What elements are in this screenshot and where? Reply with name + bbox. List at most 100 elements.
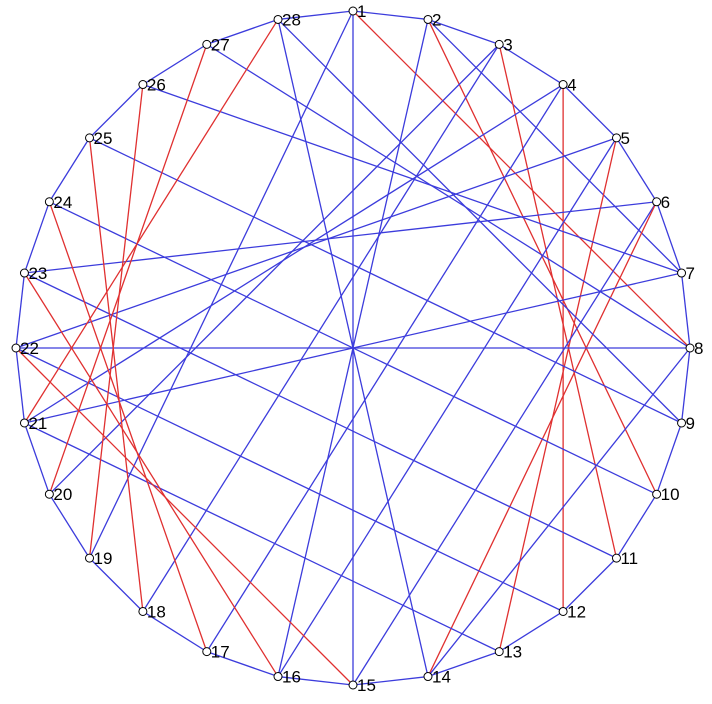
node-13: 13: [494, 643, 522, 662]
node-marker: [19, 418, 29, 428]
node-marker: [348, 6, 358, 16]
node-label: 10: [661, 485, 680, 504]
node-marker: [85, 553, 95, 563]
edge-16-17-blue: [206, 651, 279, 678]
node-label: 23: [28, 264, 47, 283]
node-marker: [558, 80, 568, 90]
edge-20-21-blue: [23, 422, 50, 495]
node-15: 15: [348, 676, 376, 695]
edge-21-22-blue: [15, 347, 26, 424]
node-marker: [19, 268, 29, 278]
edge-4-21-blue: [24, 83, 564, 424]
node-marker: [677, 418, 687, 428]
edge-17-24-red: [48, 201, 208, 652]
node-label: 25: [94, 129, 113, 148]
edge-7-8-blue: [680, 272, 691, 349]
node-marker: [494, 39, 504, 49]
node-2: 2: [423, 10, 441, 29]
node-marker: [85, 133, 95, 143]
node-26: 26: [138, 76, 166, 95]
edge-2-7-blue: [427, 18, 683, 274]
node-label: 11: [620, 549, 638, 568]
edge-12-22-blue: [15, 347, 564, 613]
edge-10-11-blue: [615, 493, 658, 559]
node-1: 1: [348, 2, 366, 21]
edge-28-1-blue: [277, 10, 354, 21]
node-label: 22: [20, 339, 39, 358]
node-3: 3: [494, 35, 513, 54]
edge-20-27-red: [48, 44, 208, 495]
node-marker: [202, 647, 212, 657]
node-label: 26: [147, 76, 166, 95]
node-marker: [138, 606, 148, 616]
node-21: 21: [19, 414, 47, 433]
edge-11-23-blue: [24, 272, 617, 559]
node-marker: [273, 672, 283, 682]
edge-6-7-blue: [656, 201, 683, 274]
node-4: 4: [558, 76, 577, 95]
node-28: 28: [273, 10, 301, 29]
node-marker: [611, 553, 621, 563]
edge-12-13-blue: [498, 610, 564, 653]
node-17: 17: [202, 643, 230, 662]
node-label: 21: [28, 414, 47, 433]
node-marker: [611, 133, 621, 143]
edge-26-27-blue: [142, 43, 208, 86]
node-6: 6: [652, 193, 670, 212]
node-marker: [44, 489, 54, 499]
node-7: 7: [677, 264, 695, 283]
edge-5-13-red: [498, 137, 618, 652]
node-label: 28: [282, 10, 301, 29]
edge-4-5-blue: [562, 84, 617, 139]
node-marker: [11, 343, 21, 353]
edge-1-2-blue: [352, 10, 429, 21]
node-label: 13: [503, 643, 522, 662]
edge-15-16-blue: [277, 675, 354, 686]
edge-13-21-blue: [24, 422, 500, 653]
node-label: 14: [432, 668, 451, 687]
node-marker: [494, 647, 504, 657]
node-marker: [138, 80, 148, 90]
node-label: 9: [686, 414, 695, 433]
edge-16-23-red: [23, 272, 279, 677]
node-marker: [423, 672, 433, 682]
node-20: 20: [44, 485, 72, 504]
node-11: 11: [611, 549, 638, 568]
node-label: 2: [432, 10, 441, 29]
node-5: 5: [611, 129, 630, 148]
edge-18-25-red: [88, 137, 144, 612]
node-label: 17: [211, 643, 230, 662]
node-label: 27: [211, 35, 230, 54]
edge-7-26-blue: [142, 83, 682, 274]
edge-6-15-blue: [352, 201, 658, 686]
node-marker: [652, 489, 662, 499]
node-label: 4: [567, 76, 576, 95]
node-marker: [423, 14, 433, 24]
node-label: 6: [661, 193, 670, 212]
edge-3-4-blue: [498, 43, 564, 86]
edge-3-20-blue: [48, 43, 500, 495]
edge-13-14-blue: [427, 651, 500, 678]
node-marker: [558, 606, 568, 616]
edge-8-14-blue: [427, 347, 691, 677]
node-label: 3: [503, 35, 512, 54]
edge-2-3-blue: [427, 18, 500, 45]
node-marker: [202, 39, 212, 49]
node-marker: [677, 268, 687, 278]
edge-5-6-blue: [615, 137, 658, 203]
node-marker: [273, 14, 283, 24]
node-label: 7: [686, 264, 695, 283]
node-19: 19: [85, 549, 112, 568]
node-14: 14: [423, 668, 451, 687]
node-label: 18: [147, 602, 166, 621]
node-label: 20: [53, 485, 72, 504]
node-16: 16: [273, 668, 301, 687]
edge-9-25-blue: [89, 137, 682, 424]
edge-19-20-blue: [48, 493, 91, 559]
edge-8-27-blue: [206, 43, 691, 349]
nodes-layer: 1 234567891011121314151617181920212223242…: [11, 2, 703, 695]
edges-layer: [15, 10, 691, 686]
edge-25-26-blue: [89, 84, 144, 139]
edge-5-16-blue: [277, 137, 618, 677]
